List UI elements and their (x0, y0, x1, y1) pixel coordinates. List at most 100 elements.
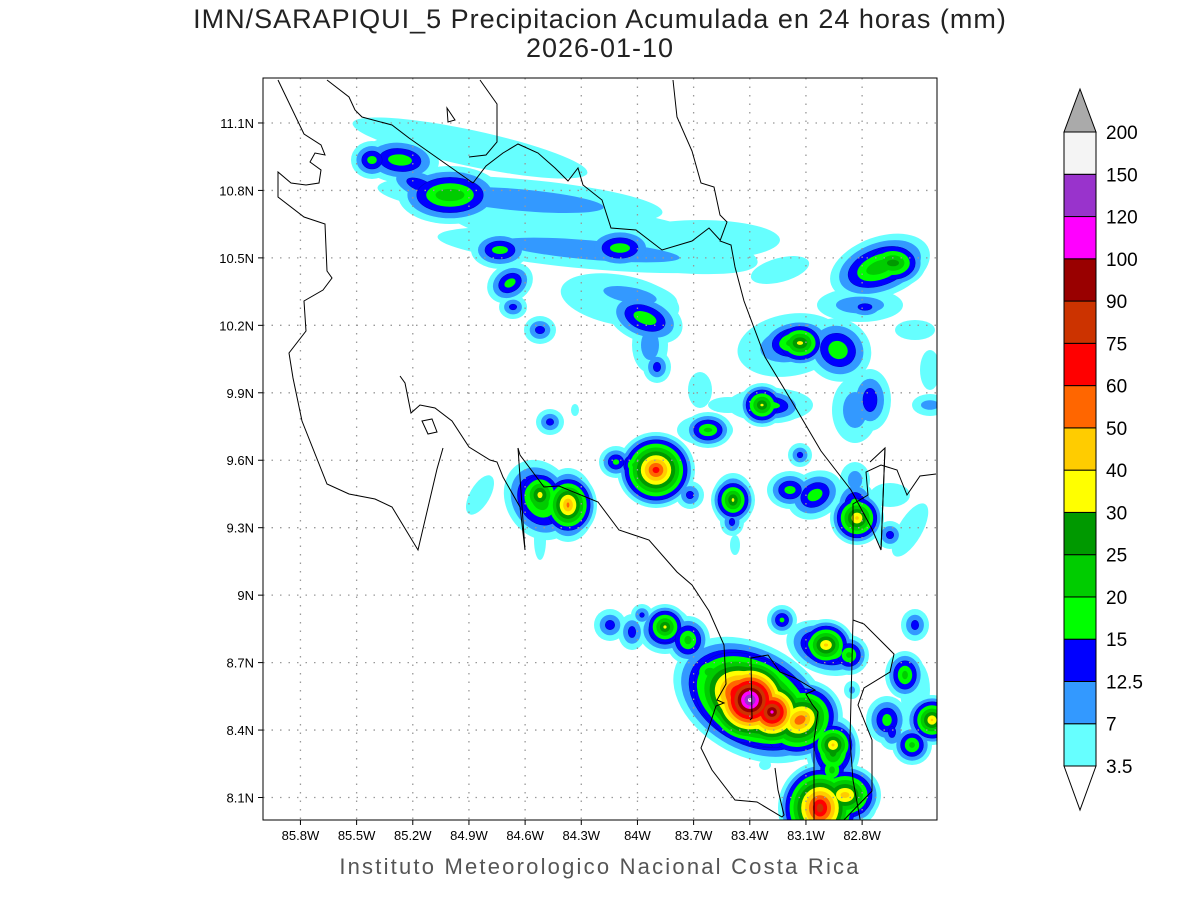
latitude-label: 9.9N (227, 386, 254, 401)
colorbar-label: 15 (1106, 630, 1127, 651)
latitude-label: 9.6N (227, 453, 254, 468)
lake-nicaragua-east-shore (468, 79, 498, 158)
colorbar-label: 20 (1106, 588, 1127, 609)
precip-contour (508, 303, 517, 311)
map-title: IMN/SARAPIQUI_5 Precipitacion Acumulada … (193, 4, 1007, 34)
precip-contour (688, 372, 712, 408)
colorbar-swatch (1063, 342, 1097, 387)
colorbar: 3.5 7 12.5 15 20 25 30 40 50 60 75 90 100 120 150 200 (1063, 87, 1143, 812)
precip-contour (885, 530, 894, 539)
precip-contour (921, 400, 937, 410)
colorbar-label: 30 (1106, 503, 1127, 524)
precip-contour (829, 766, 835, 774)
precip-contour (831, 743, 835, 747)
precip-contour (779, 617, 785, 623)
longitude-label: 84W (624, 828, 651, 843)
longitude-label: 85.8W (282, 828, 320, 843)
precip-contour (352, 117, 588, 179)
gulf-nicoya-coastline (399, 375, 526, 551)
colorbar-over-triangle (1063, 87, 1097, 133)
latitude-label: 11.1N (220, 116, 254, 131)
precip-contour (641, 330, 659, 360)
precip-contour (846, 652, 852, 658)
longitude-label: 85.5W (338, 828, 376, 843)
precip-contour (684, 635, 692, 645)
precip-contour (367, 156, 377, 164)
precip-contour (828, 340, 848, 360)
precip-contour (652, 466, 660, 474)
colorbar-label: 150 (1106, 165, 1138, 186)
precip-contour (604, 619, 615, 630)
colorbar-label: 75 (1106, 334, 1127, 355)
colorbar-swatch (1063, 300, 1097, 344)
central-pacific-coastline (517, 447, 785, 818)
panama-border (849, 464, 937, 820)
pacific-coastline (277, 79, 444, 552)
nicaragua-border (472, 143, 721, 251)
nicoya-gulf-island (421, 418, 438, 435)
precip-contour (887, 259, 899, 267)
precip-contour (887, 726, 896, 738)
nicaragua-lake-shore (326, 79, 474, 184)
island (446, 106, 456, 123)
colorbar-swatch (1063, 131, 1097, 175)
precip-contour (435, 188, 465, 202)
precip-contour (566, 502, 570, 508)
precip-contour (620, 220, 780, 260)
precip-contour (855, 516, 859, 520)
precip-contour (847, 471, 863, 489)
precip-contour (849, 686, 855, 694)
precip-contour (760, 403, 764, 407)
longitude-label: 85.2W (394, 828, 432, 843)
colorbar-label: 60 (1106, 377, 1127, 398)
colorbar-swatch (1063, 385, 1097, 429)
precip-contour (504, 278, 516, 288)
latitude-label: 9N (237, 588, 254, 603)
latitude-label: 10.8N (219, 183, 254, 198)
precip-contour (534, 325, 545, 334)
precip-contour (843, 392, 867, 428)
precip-contour (891, 503, 929, 557)
precip-contour (492, 246, 508, 254)
precip-contour (840, 792, 850, 798)
colorbar-label: 7 (1106, 715, 1117, 736)
precip-contour (731, 498, 735, 502)
colorbar-label: 200 (1106, 123, 1138, 144)
longitude-label: 84.3W (562, 828, 600, 843)
precip-contour (910, 619, 919, 630)
longitude-label: 83.1W (787, 828, 825, 843)
colorbar-swatch (1063, 680, 1097, 725)
precip-contour (545, 418, 554, 426)
map-date: 2026-01-10 (525, 33, 675, 63)
precip-contour (750, 256, 810, 284)
precip-contour (466, 475, 494, 515)
precip-contour (685, 490, 694, 499)
colorbar-label: 90 (1106, 292, 1127, 313)
precip-contour (920, 350, 937, 390)
colorbar-swatch (1063, 216, 1097, 260)
precip-contour (703, 427, 713, 433)
precip-contour (816, 803, 824, 813)
precip-contour (627, 626, 636, 638)
colorbar-swatch (1063, 258, 1097, 302)
precip-contour (728, 517, 736, 526)
caribbean-coastline (672, 79, 886, 551)
precip-contour (639, 612, 645, 618)
precip-contour (930, 718, 934, 722)
colorbar-under-triangle (1063, 765, 1097, 812)
colorbar-swatch (1063, 638, 1097, 682)
precip-contour (770, 710, 774, 714)
colorbar-label: 40 (1106, 461, 1127, 482)
precip-contour (902, 670, 908, 680)
precip-contour (794, 715, 806, 725)
latitude-label: 10.5N (219, 251, 254, 266)
precip-contour (870, 483, 910, 507)
longitude-label: 83.4W (731, 828, 769, 843)
precip-contour (571, 404, 579, 416)
colorbar-label: 12.5 (1106, 672, 1143, 693)
precip-contour (857, 303, 873, 311)
axis-labels: 11.1N 10.8N 10.5N 10.2N 9.9N 9.6N 9.3N 9N 8.7N 8.… (219, 116, 881, 843)
colorbar-swatch (1063, 469, 1097, 513)
colorbar-swatch (1063, 511, 1097, 556)
